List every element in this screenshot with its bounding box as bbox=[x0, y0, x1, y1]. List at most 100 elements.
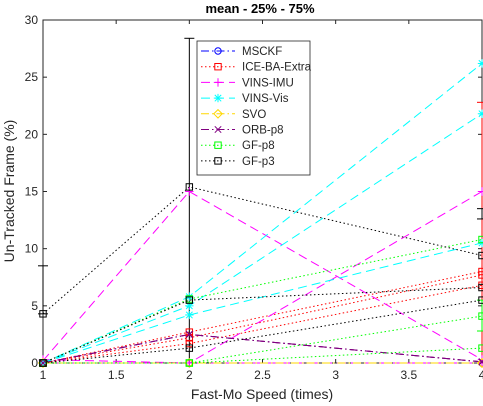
marker-shape bbox=[185, 328, 194, 336]
data-point-gf-p3 bbox=[185, 183, 194, 191]
x-tick-label: 1 bbox=[40, 368, 47, 382]
series-line-gf-p3 bbox=[42, 299, 483, 364]
legend-entry-orb-p8: ORB-p8 bbox=[201, 125, 284, 137]
data-point-gf-p3 bbox=[478, 251, 483, 260]
y-tick-label: 5 bbox=[31, 299, 38, 313]
y-tick-label: 0 bbox=[31, 356, 38, 370]
data-point-gf-p3 bbox=[39, 310, 47, 318]
x-tick-label: 1.5 bbox=[108, 368, 125, 382]
marker-shape bbox=[478, 267, 483, 276]
legend-label: VINS-Vis bbox=[242, 93, 289, 105]
y-axis-label: Un-Tracked Frame (%) bbox=[1, 120, 17, 263]
legend-label: ORB-p8 bbox=[242, 125, 284, 137]
marker-shape bbox=[477, 358, 483, 368]
marker-shape bbox=[185, 344, 194, 352]
legend-entry-msckf: MSCKF bbox=[201, 46, 282, 58]
marker-shape bbox=[214, 141, 222, 149]
data-point-gf-p8 bbox=[478, 344, 483, 352]
marker-shape bbox=[214, 157, 222, 165]
legend-marker bbox=[214, 47, 222, 55]
legend-entry-vins-vis: VINS-Vis bbox=[201, 93, 289, 105]
marker-stroke bbox=[478, 360, 483, 366]
data-point-orb-p8 bbox=[478, 358, 483, 366]
legend-entry-vins-imu: VINS-IMU bbox=[201, 77, 294, 89]
marker-stroke bbox=[214, 125, 222, 134]
data-point-gf-p8 bbox=[478, 235, 483, 244]
legend-label: SVO bbox=[242, 109, 266, 121]
data-point-vins-vis bbox=[477, 59, 483, 68]
data-point-ice-ba-extra bbox=[185, 339, 194, 348]
y-tick-label: 25 bbox=[25, 70, 39, 84]
data-point-svo bbox=[477, 358, 483, 368]
marker-shape bbox=[39, 359, 47, 367]
legend-marker bbox=[214, 125, 222, 134]
data-point-orb-p8 bbox=[39, 359, 47, 367]
data-point-gf-p3 bbox=[185, 296, 194, 304]
chart-title: mean - 25% - 75% bbox=[205, 1, 315, 16]
y-tick-label: 15 bbox=[25, 185, 39, 199]
data-point-vins-imu bbox=[185, 187, 194, 196]
series-line-ice-ba-extra bbox=[42, 271, 483, 364]
series-markers bbox=[38, 59, 483, 368]
data-point-ice-ba-extra bbox=[185, 328, 194, 336]
y-tick-label: 30 bbox=[25, 13, 39, 27]
error-bar bbox=[477, 208, 483, 220]
x-tick-label: 2 bbox=[186, 368, 193, 382]
marker-shape bbox=[478, 283, 483, 292]
marker-shape bbox=[185, 359, 194, 367]
legend-entry-gf-p3: GF-p3 bbox=[201, 156, 275, 168]
legend-marker bbox=[213, 93, 223, 103]
marker-shape bbox=[478, 312, 483, 320]
marker-shape bbox=[39, 310, 47, 318]
marker-stroke bbox=[39, 359, 47, 367]
marker-stroke bbox=[214, 94, 222, 102]
y-tick-label: 10 bbox=[25, 242, 39, 256]
legend: MSCKF ICE-BA-Extra VINS-IMU VINS-Vis SVO ORB-… bbox=[196, 40, 312, 176]
legend-entry-gf-p8: GF-p8 bbox=[201, 140, 275, 152]
marker-stroke bbox=[185, 311, 193, 319]
legend-label: GF-p8 bbox=[242, 140, 275, 152]
marker-stroke bbox=[185, 330, 193, 338]
marker-shape bbox=[185, 183, 194, 191]
marker-stroke bbox=[478, 61, 483, 68]
x-tick-label: 3.5 bbox=[400, 368, 417, 382]
marker-shape bbox=[213, 108, 223, 119]
series-line-vins-vis bbox=[42, 242, 483, 364]
legend-entry-ice-ba-extra: ICE-BA-Extra bbox=[201, 62, 312, 74]
legend-entry-svo: SVO bbox=[201, 109, 266, 121]
marker-shape bbox=[214, 47, 222, 55]
data-point-vins-vis bbox=[185, 310, 194, 320]
legend-label: MSCKF bbox=[242, 46, 282, 58]
series-line-gf-p3 bbox=[42, 186, 483, 315]
marker-shape bbox=[185, 339, 194, 348]
series-line-vins-imu bbox=[42, 190, 483, 362]
data-point-gf-p8 bbox=[185, 359, 194, 367]
marker-shape bbox=[478, 235, 483, 244]
marker-shape bbox=[478, 344, 483, 352]
series-line-orb-p8 bbox=[42, 333, 483, 364]
marker-stroke bbox=[478, 112, 483, 118]
legend-label: VINS-IMU bbox=[242, 77, 294, 89]
data-point-gf-p3 bbox=[478, 283, 483, 292]
marker-shape bbox=[185, 296, 194, 304]
marker-shape bbox=[214, 63, 222, 71]
data-point-gf-p3 bbox=[478, 296, 483, 304]
x-tick-label: 2.5 bbox=[254, 368, 271, 382]
series-line-gf-p8 bbox=[43, 315, 483, 364]
data-point-ice-ba-extra bbox=[478, 267, 483, 276]
series-line-ice-ba-extra bbox=[42, 284, 483, 364]
data-point-vins-vis bbox=[477, 109, 483, 118]
x-axis-label: Fast-Mo Speed (times) bbox=[191, 386, 333, 402]
series-line-gf-p3 bbox=[42, 287, 483, 364]
legend-marker bbox=[214, 141, 222, 149]
data-point-orb-p8 bbox=[185, 330, 193, 338]
data-point-gf-p3 bbox=[39, 359, 47, 367]
legend-marker bbox=[213, 108, 223, 119]
legend-marker bbox=[214, 157, 222, 165]
data-point-gf-p8 bbox=[478, 312, 483, 320]
x-tick-label: 3 bbox=[332, 368, 339, 382]
data-point-vins-imu bbox=[477, 187, 483, 196]
legend-label: GF-p3 bbox=[242, 156, 275, 168]
y-tick-label: 20 bbox=[25, 127, 39, 141]
